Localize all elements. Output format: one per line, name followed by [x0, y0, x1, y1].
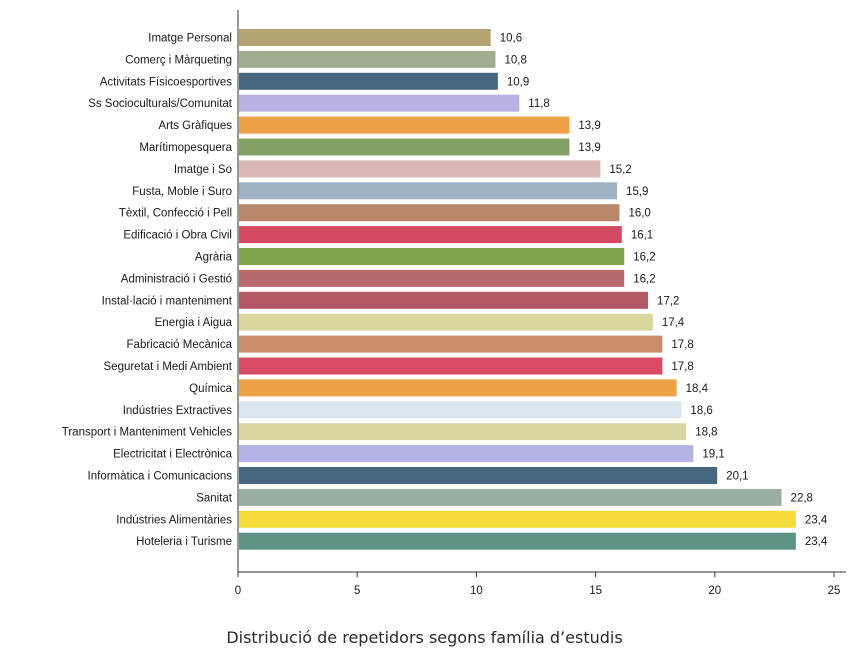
bar — [239, 335, 663, 353]
data-label: 10,9 — [507, 76, 529, 88]
category-label: Agrària — [195, 252, 233, 264]
data-label: 13,9 — [578, 120, 600, 132]
data-label: 18,8 — [695, 427, 717, 439]
bar — [239, 269, 625, 287]
data-label: 17,4 — [662, 317, 685, 329]
data-label: 15,9 — [626, 186, 648, 198]
bar — [239, 50, 496, 68]
bar — [239, 94, 520, 112]
data-label: 11,8 — [528, 98, 550, 110]
data-label: 16,1 — [631, 230, 653, 242]
data-label: 16,0 — [628, 208, 650, 220]
x-tick-label: 0 — [235, 585, 241, 597]
category-label: Seguretat i Medi Ambient — [104, 361, 233, 373]
category-label: Sanitat — [196, 492, 233, 504]
category-label: Indústries Alimentàries — [116, 514, 232, 526]
bar — [239, 116, 570, 134]
bar — [239, 29, 491, 46]
bar — [239, 357, 663, 375]
bar — [239, 182, 618, 200]
data-label: 17,2 — [657, 295, 679, 307]
axes: 0 5 10 15 20 25 — [235, 10, 846, 597]
category-label: Administració i Gestió — [121, 273, 232, 285]
bar — [239, 72, 498, 90]
data-label: 23,4 — [805, 514, 828, 526]
x-tick-label: 10 — [470, 585, 483, 597]
category-label: Instal·lació i manteniment — [102, 295, 233, 307]
value-labels: 10,6 10,8 10,9 11,8 13,9 13,9 15,2 15,9 16,0 16,1… — [500, 33, 828, 549]
category-label: Marítimopesquera — [139, 142, 232, 154]
category-label: Imatge i So — [174, 164, 232, 176]
category-label: Arts Gràfiques — [159, 120, 233, 132]
data-label: 23,4 — [805, 536, 828, 548]
data-label: 10,8 — [504, 54, 526, 66]
data-label: 18,4 — [686, 383, 709, 395]
bar — [239, 160, 601, 178]
chart-caption: Distribució de repetidors segons família… — [226, 628, 623, 647]
category-labels: Imatge Personal Comerç i Màrqueting Activi… — [62, 33, 233, 549]
data-label: 15,2 — [609, 164, 631, 176]
x-tick-label: 5 — [354, 585, 360, 597]
category-label: Imatge Personal — [148, 33, 232, 45]
x-tick-label: 25 — [828, 585, 841, 597]
data-label: 16,2 — [633, 273, 655, 285]
category-label: Electricitat i Electrònica — [113, 449, 232, 461]
category-label: Fabricació Mecànica — [127, 339, 233, 351]
data-label: 13,9 — [578, 142, 600, 154]
bar — [239, 467, 718, 484]
data-label: 10,6 — [500, 33, 522, 45]
category-label: Edificació i Obra Civil — [123, 230, 232, 242]
bar — [239, 488, 782, 506]
bar — [239, 313, 653, 331]
bar — [239, 248, 625, 265]
bar — [239, 226, 622, 244]
category-label: Hoteleria i Turisme — [136, 536, 232, 548]
data-label: 16,2 — [633, 252, 655, 264]
x-tick-label: 15 — [589, 585, 602, 597]
x-tick-label: 20 — [708, 585, 721, 597]
category-label: Comerç i Màrqueting — [125, 54, 232, 66]
category-label: Química — [189, 383, 232, 395]
bar — [239, 510, 796, 528]
category-label: Transport i Manteniment Vehicles — [62, 427, 232, 439]
data-label: 17,8 — [671, 339, 693, 351]
category-label: Tèxtil, Confecció i Pell — [119, 208, 232, 220]
category-label: Indústries Extractives — [123, 405, 233, 417]
category-label: Fusta, Moble i Suro — [132, 186, 232, 198]
data-label: 22,8 — [791, 492, 813, 504]
category-label: Energia i Aigua — [155, 317, 233, 329]
data-label: 20,1 — [726, 471, 748, 483]
bar — [239, 423, 687, 441]
category-label: Informàtica i Comunicacions — [88, 471, 233, 483]
data-label: 17,8 — [671, 361, 693, 373]
bar — [239, 532, 796, 550]
bar — [239, 204, 620, 222]
bar — [239, 401, 682, 419]
data-label: 19,1 — [702, 449, 724, 461]
bar — [239, 445, 694, 463]
bar — [239, 138, 570, 156]
bars-layer — [239, 29, 796, 550]
category-label: Ss Socioculturals/Comunitat — [88, 98, 233, 110]
data-label: 18,6 — [690, 405, 712, 417]
bar — [239, 379, 677, 397]
category-label: Activitats Físicoesportives — [100, 76, 233, 88]
bar — [239, 291, 649, 309]
